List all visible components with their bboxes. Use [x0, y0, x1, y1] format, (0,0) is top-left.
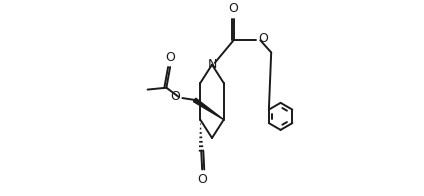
Text: O: O — [258, 32, 268, 45]
Text: N: N — [207, 58, 217, 71]
Text: O: O — [229, 2, 239, 15]
Text: O: O — [197, 173, 207, 186]
Text: O: O — [170, 90, 180, 103]
Polygon shape — [193, 98, 224, 120]
Text: O: O — [165, 51, 175, 64]
